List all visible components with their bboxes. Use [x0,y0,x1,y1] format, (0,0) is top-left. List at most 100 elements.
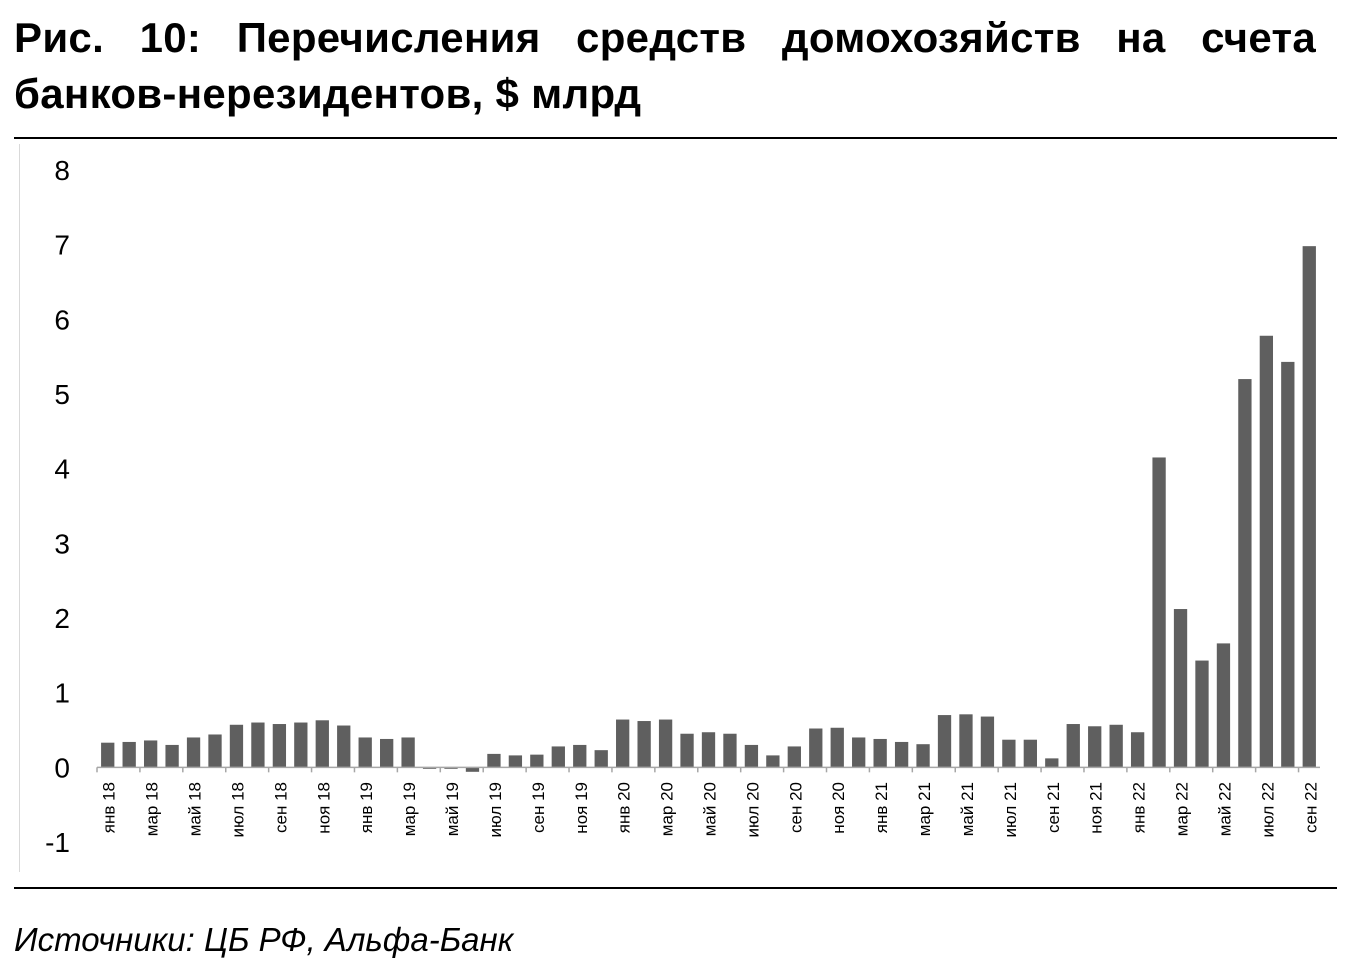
bar [143,740,158,768]
bar [165,744,179,768]
bar [852,737,866,768]
bar [1045,758,1059,768]
x-tick-label: ноя 18 [314,782,333,834]
y-tick-label: 8 [54,155,70,186]
bar [1302,246,1316,768]
bottom-divider [14,887,1337,889]
x-tick-label: мар 20 [658,782,677,836]
y-axis: -1 0 1 2 3 4 5 6 7 8 [45,155,70,858]
bar [873,738,887,768]
bar [937,715,952,768]
bar [594,750,608,768]
x-tick-label: май 22 [1215,782,1234,836]
bar [380,738,394,768]
y-tick-label: 6 [54,304,70,335]
y-tick-label: 4 [54,454,70,485]
x-tick-label: июл 21 [1001,782,1020,837]
bar [616,719,630,768]
x-tick-label: сен 20 [786,782,805,833]
bar [637,721,651,768]
x-tick-label: янв 18 [100,782,119,833]
x-tick-label: янв 22 [1130,782,1149,833]
x-axis: янв 18 мар 18 май 18 июл 18 сен 18 ноя 18 янв … [96,766,1320,837]
bar [401,737,415,768]
bar [680,733,694,768]
x-tick-label: июл 20 [743,782,762,837]
y-tick-label: 7 [54,230,70,261]
bar [1259,335,1274,768]
bar [1002,739,1016,768]
bar [894,741,909,768]
x-tick-label: мар 22 [1173,782,1192,836]
x-tick-label: мар 19 [400,782,419,836]
bar [508,755,523,768]
chart-frame [19,144,1337,872]
bar [551,746,565,768]
bar [229,724,244,768]
x-tick-label: июл 19 [486,782,505,837]
bar [530,754,544,768]
x-tick-label: ноя 21 [1087,782,1106,834]
x-tick-label: сен 19 [529,782,548,833]
x-tick-label: июл 22 [1258,782,1277,837]
x-tick-label: янв 21 [872,782,891,833]
bar [1109,724,1123,768]
y-tick-label: 1 [54,678,70,709]
bar [487,753,501,768]
bar [1281,361,1295,768]
bar [573,744,587,768]
bar [658,719,673,768]
bar [1130,732,1145,768]
y-tick-label: 0 [54,752,70,783]
x-tick-label: ноя 20 [829,782,848,834]
y-tick-label: 3 [54,528,70,559]
x-tick-label: мар 21 [915,782,934,836]
bar [315,720,329,768]
x-tick-label: сен 18 [271,782,290,833]
x-tick-label: май 21 [958,782,977,836]
bar [1152,457,1166,768]
y-tick-label: -1 [45,827,70,858]
bar [251,722,265,768]
bar [272,724,287,768]
bar [1023,739,1037,768]
y-tick-label: 5 [54,379,70,410]
bar [701,732,716,768]
x-tick-label: мар 18 [143,782,162,836]
x-tick-label: май 20 [701,782,720,836]
x-tick-label: сен 22 [1301,782,1320,833]
bar [1195,660,1209,768]
bar [101,742,115,768]
x-tick-label: сен 21 [1044,782,1063,833]
bar [186,737,201,768]
bar [916,744,930,768]
source-note: Источники: ЦБ РФ, Альфа-Банк [14,921,514,958]
figure-title: Рис. 10: Перечисления средств домохозяйс… [14,14,1316,117]
bar [744,744,759,768]
bar [959,714,973,768]
bar [208,734,222,768]
bar [122,741,136,768]
x-tick-label: янв 19 [357,782,376,833]
bar [337,725,351,768]
bar [1066,724,1080,768]
y-tick-label: 2 [54,603,70,634]
bar [294,722,308,768]
bar [723,733,737,768]
bar [358,737,372,768]
bar [465,767,480,772]
bar [766,755,780,768]
bar [787,746,801,768]
x-tick-label: май 18 [186,782,205,836]
bar [1238,379,1252,768]
bar [809,728,823,768]
top-divider [14,137,1337,139]
bars [101,246,1316,772]
x-tick-label: янв 20 [615,782,634,833]
x-tick-label: ноя 19 [572,782,591,834]
x-tick-label: июл 18 [229,782,248,837]
bar [830,727,844,768]
x-tick-label: май 19 [443,782,462,836]
bar [980,716,995,768]
